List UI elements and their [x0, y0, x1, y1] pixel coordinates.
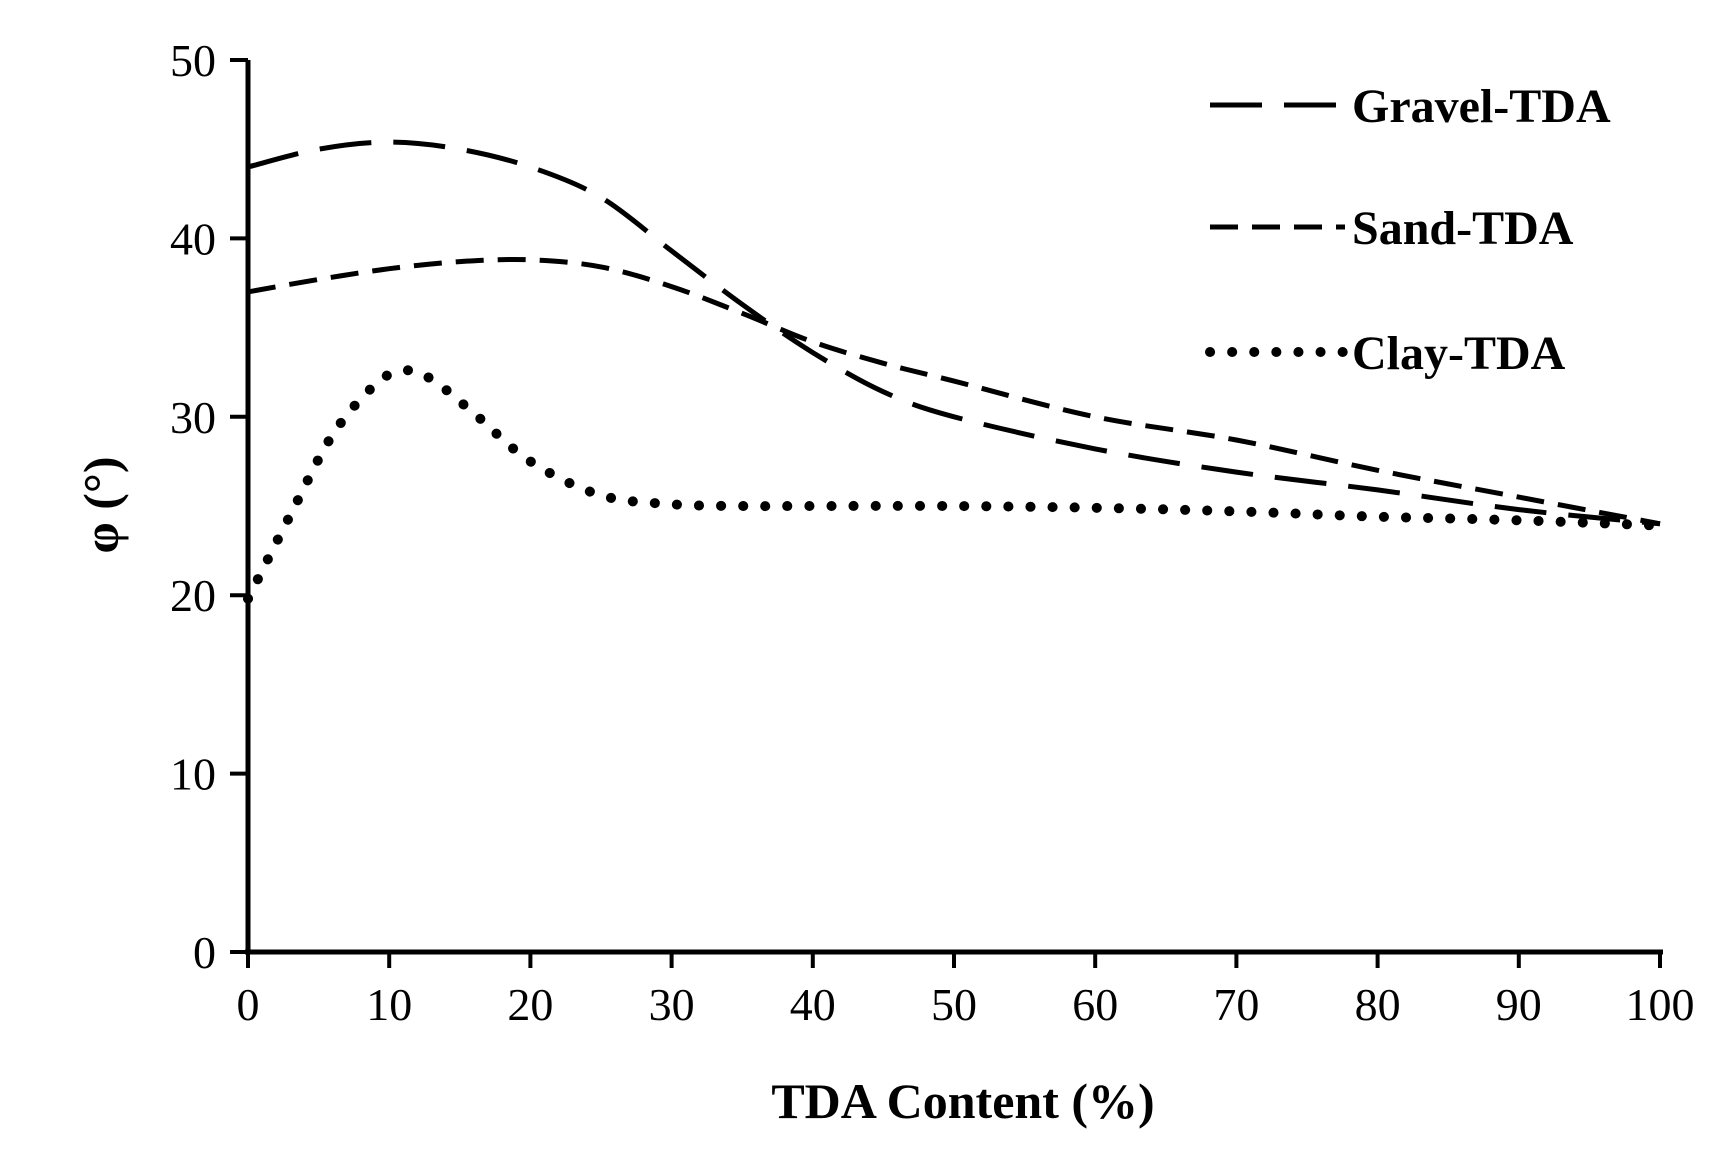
axes: 0 10 20 30 40 50 0 10 20 30 40 50 60 70 80 90 100 — [170, 35, 1695, 1030]
series-line-clay-tda — [243, 365, 1665, 604]
x-tick-label: 60 — [1072, 979, 1118, 1030]
y-tick-label: 20 — [170, 570, 216, 621]
x-tick-label: 90 — [1496, 979, 1542, 1030]
y-tick-label: 0 — [193, 927, 216, 978]
y-tick-label: 30 — [170, 392, 216, 443]
y-tick-label: 10 — [170, 749, 216, 800]
legend-label-sand-tda: Sand-TDA — [1352, 202, 1574, 255]
x-tick-label: 100 — [1626, 979, 1695, 1030]
legend-label-gravel-tda: Gravel-TDA — [1352, 80, 1611, 133]
x-tick-label: 20 — [507, 979, 553, 1030]
y-tick-label: 50 — [170, 35, 216, 86]
legend-label-clay-tda: Clay-TDA — [1352, 327, 1566, 380]
x-tick-label: 0 — [237, 979, 260, 1030]
x-axis-title: TDA Content (%) — [771, 1073, 1154, 1129]
x-tick-label: 40 — [790, 979, 836, 1030]
series-line-gravel-tda — [247, 139, 1661, 527]
x-tick-label: 80 — [1355, 979, 1401, 1030]
y-tick-label: 40 — [170, 213, 216, 264]
x-tick-label: 10 — [366, 979, 412, 1030]
legend: Gravel-TDA Sand-TDA Clay-TDA — [1205, 80, 1611, 380]
x-tick-label: 30 — [649, 979, 695, 1030]
y-axis-title: φ (°) — [73, 457, 129, 554]
x-tick-label: 50 — [931, 979, 977, 1030]
series-line-sand-tda — [247, 256, 1661, 527]
x-tick-label: 70 — [1213, 979, 1259, 1030]
series-layer — [243, 139, 1665, 604]
